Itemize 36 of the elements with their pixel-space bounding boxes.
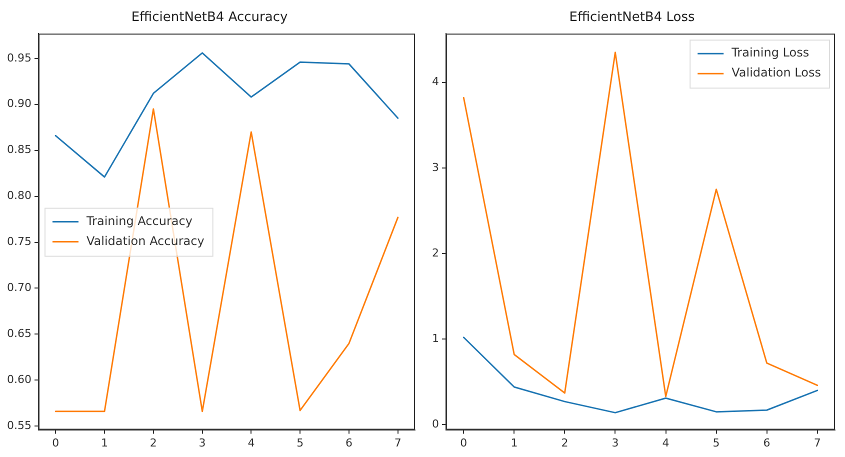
x-tick-label: 6 <box>345 436 352 450</box>
y-tick-label: 0.65 <box>6 327 32 340</box>
x-tick-label: 6 <box>763 436 770 450</box>
x-tick-label: 0 <box>460 436 468 450</box>
x-tick-label: 1 <box>101 436 108 450</box>
y-tick-label: 0.85 <box>6 143 32 156</box>
chart-title: EfficientNetB4 Loss <box>569 10 695 26</box>
y-tick-label: 0.90 <box>6 97 32 110</box>
x-tick-label: 1 <box>510 436 518 450</box>
y-tick-label: 0 <box>432 418 439 431</box>
y-tick-label: 2 <box>432 246 439 260</box>
x-tick-label: 5 <box>296 436 304 450</box>
legend-label: Training Accuracy <box>85 214 192 228</box>
legend-label: Validation Loss <box>732 66 821 80</box>
x-tick-label: 2 <box>561 436 568 450</box>
x-tick-label: 4 <box>662 436 670 450</box>
chart-title: EfficientNetB4 Accuracy <box>131 10 288 26</box>
x-tick-label: 5 <box>712 436 720 450</box>
y-tick-label: 3 <box>432 160 439 174</box>
legend-label: Validation Accuracy <box>86 234 204 248</box>
y-tick-label: 0.75 <box>6 235 32 248</box>
x-tick-label: 3 <box>198 436 206 450</box>
x-tick-label: 2 <box>150 436 157 450</box>
y-tick-label: 0.60 <box>6 373 32 386</box>
x-tick-label: 4 <box>248 436 255 450</box>
y-tick-label: 1 <box>432 332 439 345</box>
x-tick-label: 7 <box>394 436 402 450</box>
x-tick-label: 3 <box>612 436 619 450</box>
y-tick-label: 0.95 <box>6 51 32 64</box>
y-tick-label: 0.80 <box>6 189 32 202</box>
x-tick-label: 0 <box>52 436 60 450</box>
legend-label: Training Loss <box>730 46 810 60</box>
y-tick-label: 4 <box>432 75 439 88</box>
y-tick-label: 0.55 <box>6 418 32 432</box>
x-tick-label: 7 <box>814 436 821 450</box>
y-tick-label: 0.70 <box>6 281 32 294</box>
